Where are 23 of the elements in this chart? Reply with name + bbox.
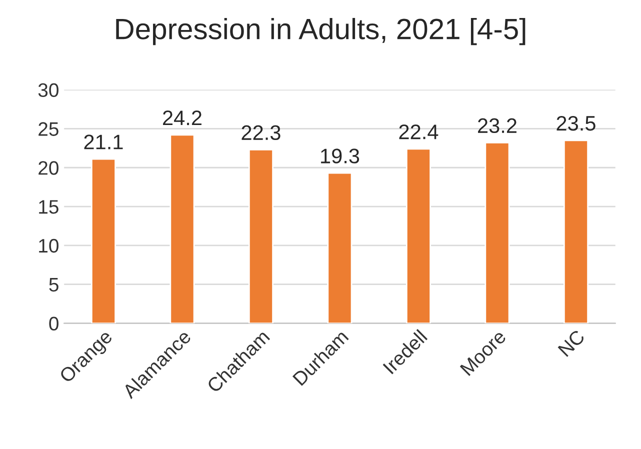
data-label: 19.3	[321, 148, 360, 164]
bar	[484, 142, 510, 324]
data-label: 24.2	[163, 110, 202, 126]
chart-title: Depression in Adults, 2021 [4-5]	[116, 18, 526, 46]
bar	[90, 158, 116, 324]
y-tick-label: 10	[39, 238, 58, 253]
bar	[327, 172, 352, 324]
y-tick-label: 5	[49, 278, 58, 292]
bar	[248, 149, 274, 324]
data-label: 23.2	[478, 118, 516, 134]
y-tick-label: 0	[49, 316, 58, 331]
bar	[563, 140, 588, 324]
data-label: 22.3	[242, 125, 280, 140]
bar	[406, 148, 431, 324]
y-tick-label: 30	[38, 83, 58, 98]
y-tick-label: 15	[39, 200, 58, 214]
data-label: 22.4	[399, 124, 438, 140]
data-label: 21.1	[84, 134, 123, 150]
y-tick-label: 25	[38, 122, 58, 136]
x-tick-label: NC	[558, 329, 586, 357]
y-tick-label: 20	[38, 161, 58, 175]
data-label: 23.5	[556, 116, 596, 131]
bar	[170, 134, 195, 324]
